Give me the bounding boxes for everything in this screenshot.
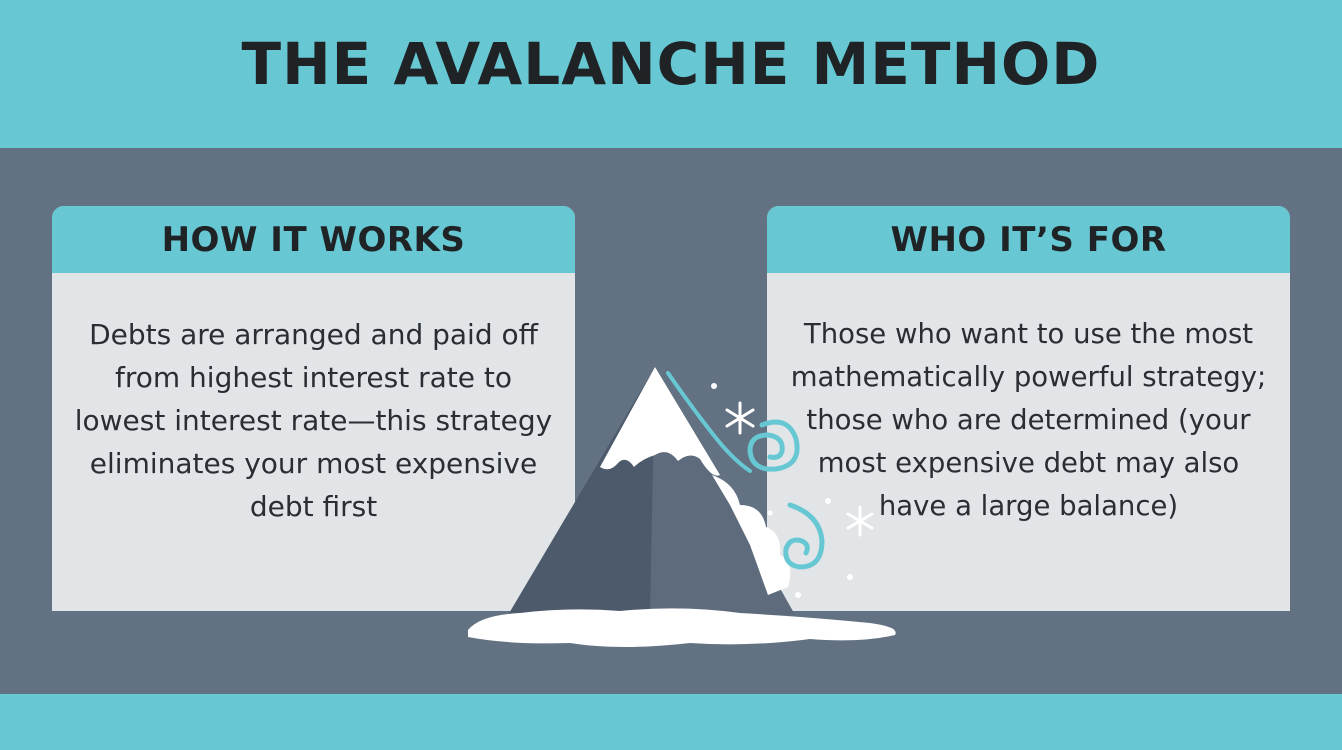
snowflake-icon <box>846 505 874 537</box>
how-it-works-card: HOW IT WORKS Debts are arranged and paid… <box>52 206 575 611</box>
wind-line <box>666 371 752 473</box>
mountain-avalanche-illustration <box>468 367 896 647</box>
base-snow <box>468 608 896 647</box>
card-title: HOW IT WORKS <box>161 219 466 260</box>
snowflake-icon <box>725 401 755 435</box>
card-header: WHO IT’S FOR <box>767 206 1290 273</box>
snow-cap <box>600 367 720 476</box>
page-title: THE AVALANCHE METHOD <box>241 30 1101 98</box>
card-header: HOW IT WORKS <box>52 206 575 273</box>
who-its-for-card: WHO IT’S FOR Those who want to use the m… <box>767 206 1290 611</box>
card-title: WHO IT’S FOR <box>890 219 1167 260</box>
wind-swirl-icon <box>783 502 825 570</box>
wind-swirl-icon <box>747 419 800 472</box>
footer-band <box>0 694 1342 750</box>
card-body-text: Debts are arranged and paid off from hig… <box>74 318 553 523</box>
avalanche-snow <box>712 475 791 595</box>
header-band <box>0 0 1342 148</box>
snow-dots <box>711 383 853 598</box>
card-body-text: Those who want to use the most mathemati… <box>790 318 1267 522</box>
